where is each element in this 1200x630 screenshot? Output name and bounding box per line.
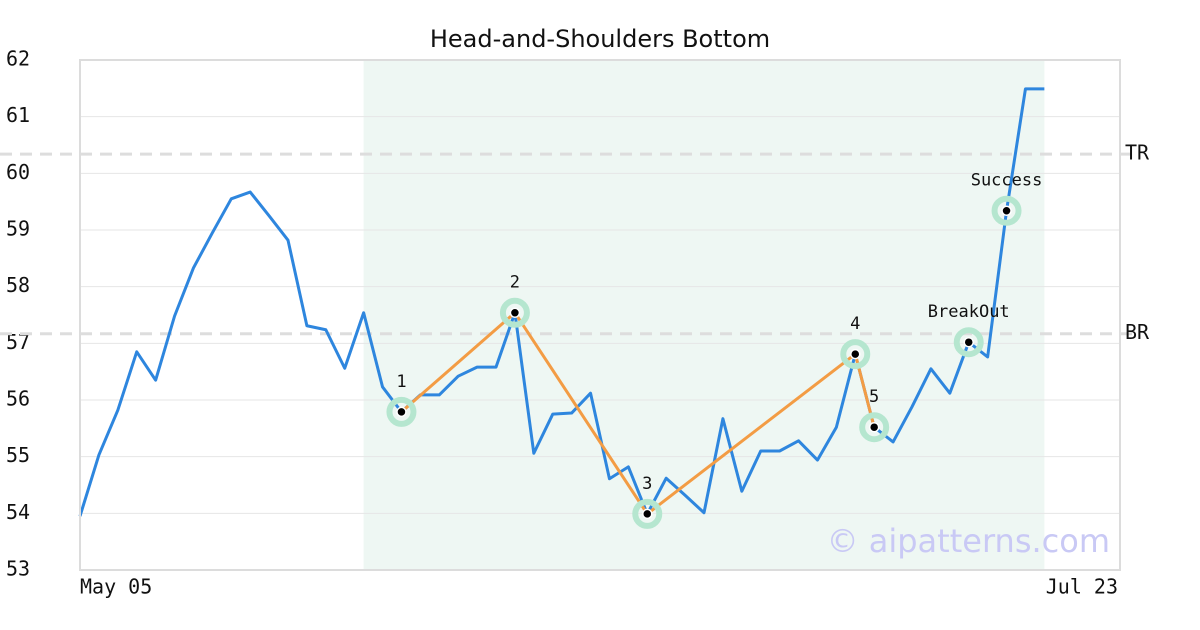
plot-frame bbox=[79, 59, 1121, 571]
point bbox=[1001, 205, 1012, 216]
point bbox=[509, 307, 521, 318]
pattern-region bbox=[363, 60, 1045, 570]
point-label: 4 bbox=[850, 314, 860, 334]
point-label: Success bbox=[971, 171, 1043, 191]
point-halo bbox=[632, 498, 663, 529]
y-tick-label: 55 bbox=[6, 443, 30, 467]
point-label: 2 bbox=[510, 273, 520, 293]
point bbox=[642, 508, 653, 520]
point-halo bbox=[953, 327, 984, 358]
level-label: BR bbox=[1125, 320, 1150, 344]
y-tick-label: 54 bbox=[6, 500, 30, 524]
point bbox=[963, 336, 974, 348]
chart-title: Head-and-Shoulders Bottom bbox=[430, 25, 770, 53]
point bbox=[396, 406, 407, 418]
point bbox=[868, 421, 880, 433]
point bbox=[850, 348, 861, 360]
y-tick-label: 58 bbox=[6, 273, 30, 297]
y-tick-label: 62 bbox=[6, 47, 30, 71]
point-halo bbox=[859, 412, 890, 443]
point-label: BreakOut bbox=[928, 302, 1010, 322]
point-halo bbox=[386, 396, 417, 427]
point-halo bbox=[499, 297, 530, 328]
y-tick-label: 61 bbox=[6, 103, 30, 127]
y-tick-label: 59 bbox=[6, 217, 30, 241]
y-tick-label: 53 bbox=[6, 557, 30, 581]
point-label: 5 bbox=[869, 387, 879, 407]
y-tick-label: 60 bbox=[6, 160, 30, 184]
x-tick-label: May 05 bbox=[80, 575, 152, 599]
level-label: TR bbox=[1125, 141, 1150, 165]
x-tick-label: Jul 23 bbox=[1046, 575, 1118, 599]
point-halo bbox=[991, 195, 1022, 226]
point-halo bbox=[840, 339, 871, 370]
watermark: © aipatterns.com bbox=[827, 522, 1110, 560]
point-label: 1 bbox=[396, 372, 406, 392]
y-tick-label: 56 bbox=[6, 387, 30, 411]
point-label: 3 bbox=[642, 474, 652, 494]
